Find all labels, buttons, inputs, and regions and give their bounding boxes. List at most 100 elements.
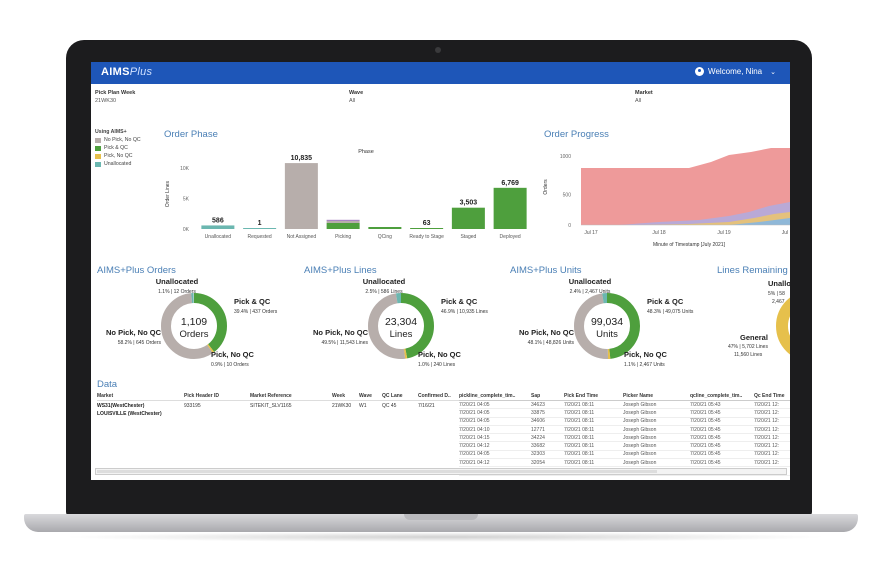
table-header-cell[interactable]: Wave [359,393,372,399]
user-menu[interactable]: Welcome, Nina ⌄ [695,67,776,76]
callout-pickqc-name: Pick & QC [441,297,478,306]
filter-value: All [349,98,356,104]
legend-label: Pick, No QC [104,153,133,159]
callout-unallocated-value: 2.5% | 586 Lines [365,289,403,295]
table-header-cell[interactable]: QC Lane [382,393,403,399]
table-cell: 7/20/21 04:05 [459,401,490,408]
table-row[interactable]: 7/20/21 04:12 32054 7/20/21 08:11 Joseph Gi… [459,459,790,468]
donut-segment[interactable] [161,293,227,359]
callout-picknoqc-value: 0.9% | 10 Orders [211,362,249,368]
phase-bar[interactable] [368,227,402,229]
table-cell: 933195 [184,403,201,409]
phase-y-tick: 5K [183,197,190,203]
legend-item[interactable]: Pick & QC [95,145,141,151]
donut-segment[interactable] [574,293,640,359]
phase-y-label: Order Lines [165,180,171,207]
table-header-cell[interactable]: Qc End Time [754,393,785,399]
order-progress-chart: Orders 1000 500 0 Jul 17 Jul 18 Jul 19 Jul Minut… [543,148,790,248]
phase-bar[interactable] [451,207,485,229]
table-header-cell[interactable]: Market [97,393,114,399]
callout-nopick-name: No Pick, No QC [106,328,162,337]
donut-segment[interactable] [368,293,434,359]
order-progress-title: Order Progress [544,129,609,140]
table-row[interactable]: 7/20/21 04:05 34606 7/20/21 08:11 Joseph Gi… [459,418,790,426]
brand-name: AIMS [101,66,130,78]
phase-bar[interactable] [410,228,444,229]
table-cell: 7/20/21 04:05 [459,418,490,425]
legend-item[interactable]: No Pick, No QC [95,137,141,143]
donut-segment[interactable] [368,293,434,359]
phase-x-tick: Picking [335,234,351,240]
phase-bar[interactable] [201,225,235,229]
phase-x-tick: Deployed [500,234,521,240]
table-header-cell[interactable]: Week [332,393,345,399]
table-cell: Joseph Gibson [623,434,657,441]
callout-pickqc-value: 46.9% | 10,935 Lines [441,309,488,315]
legend-item[interactable]: Unallocated [95,161,141,167]
table-cell: 34224 [531,434,545,441]
table-header-cell[interactable]: Picker Name [623,393,654,399]
table-cell: Joseph Gibson [623,401,657,408]
table-cell: 21WK30 [332,403,352,409]
table-cell: 7/20/21 08:11 [564,434,595,441]
data-section-title: Data [97,379,118,390]
callout-nopick-value: 58.2% | 645 Orders [118,340,162,346]
table-row[interactable]: WS31(WestChester) 933195 SITEKIT_SLV1165 21… [97,403,531,409]
table-header-cell[interactable]: Sap [531,393,541,399]
phase-x-tick: Ready to Stage [409,234,444,240]
progress-x-tick: Jul 17 [584,230,598,236]
dashboard-screen: AIMSPlus Welcome, Nina ⌄ Pick Plan Week … [91,62,790,480]
filter-wave[interactable]: Wave All [349,90,363,104]
remaining-unalloc-name: Unalloc [768,279,790,288]
scrollbar-thumb[interactable] [97,470,657,473]
table-cell [323,411,405,417]
legend-item[interactable]: Pick, No QC [95,153,141,159]
table-header-cell[interactable]: Confirmed D.. [418,393,451,399]
phase-bar[interactable] [243,228,277,229]
callout-pickqc-value: 39.4% | 437 Orders [234,309,278,315]
table-header-cell[interactable]: Pick Header ID [184,393,220,399]
donut-segment[interactable] [161,293,227,359]
table-cell: QC 45 [382,403,397,409]
table-header-cell[interactable]: pickline_complete_tim.. [459,393,516,399]
callout-pickqc-name: Pick & QC [234,297,271,306]
phase-bar[interactable] [493,187,527,229]
progress-x-tick: Jul [782,230,788,236]
phase-data-label: 6,769 [501,180,519,187]
table-cell: 7/20/21 05:45 [690,409,721,416]
table-row[interactable]: 7/20/21 04:05 33875 7/20/21 08:11 Joseph Gi… [459,409,790,418]
table-header-cell[interactable]: Market Reference [250,393,292,399]
chevron-down-icon[interactable]: ⌄ [770,68,776,76]
callout-picknoqc-value: 1.0% | 240 Lines [418,362,456,368]
table-row[interactable]: 7/20/21 04:12 33682 7/20/21 08:11 Joseph Gi… [459,442,790,451]
callout-picknoqc-name: Pick, No QC [211,350,255,359]
table-cell: Joseph Gibson [623,409,657,416]
remaining-donut-segment[interactable] [776,296,790,356]
phase-bar[interactable] [326,223,360,229]
table-row[interactable]: 7/20/21 04:05 32303 7/20/21 08:11 Joseph Gi… [459,451,790,460]
table-row[interactable]: 7/20/21 04:10 12771 7/20/21 08:11 Joseph Gi… [459,426,790,435]
horizontal-scrollbar[interactable] [95,468,787,475]
callout-nopick-name: No Pick, No QC [313,328,369,337]
table-row[interactable]: 7/20/21 04:15 34224 7/20/21 08:11 Joseph Gi… [459,434,790,443]
table-row[interactable]: 7/20/21 04:05 34623 7/20/21 08:11 Joseph Gi… [459,401,790,410]
filter-market[interactable]: Market All [635,90,653,104]
legend: Using AIMS+ No Pick, No QC Pick & QC Pic… [95,129,141,167]
filter-label: Market [635,90,653,96]
phase-bar[interactable] [284,163,318,229]
donut-center-label: Units [596,329,618,340]
table-cell: Joseph Gibson [623,443,657,450]
filter-value: All [635,98,642,104]
legend-swatch [95,161,101,167]
filter-label: Wave [349,90,364,96]
donut-center-value: 1,109 [181,316,207,328]
callout-unallocated-name: Unallocated [569,277,612,286]
filter-pick-plan-week[interactable]: Pick Plan Week 21WK30 [95,90,135,104]
table-row[interactable]: LOUISVILLE (WestChester) [97,411,531,417]
table-header-cell[interactable]: Pick End Time [564,393,599,399]
progress-y-tick: 500 [563,193,572,199]
donut-segment[interactable] [574,293,640,359]
brand-logo[interactable]: AIMSPlus [101,66,152,78]
data-table-left: Market Pick Header ID Market Reference Week… [97,393,531,417]
table-header-cell[interactable]: qcline_complete_tim.. [690,393,743,399]
